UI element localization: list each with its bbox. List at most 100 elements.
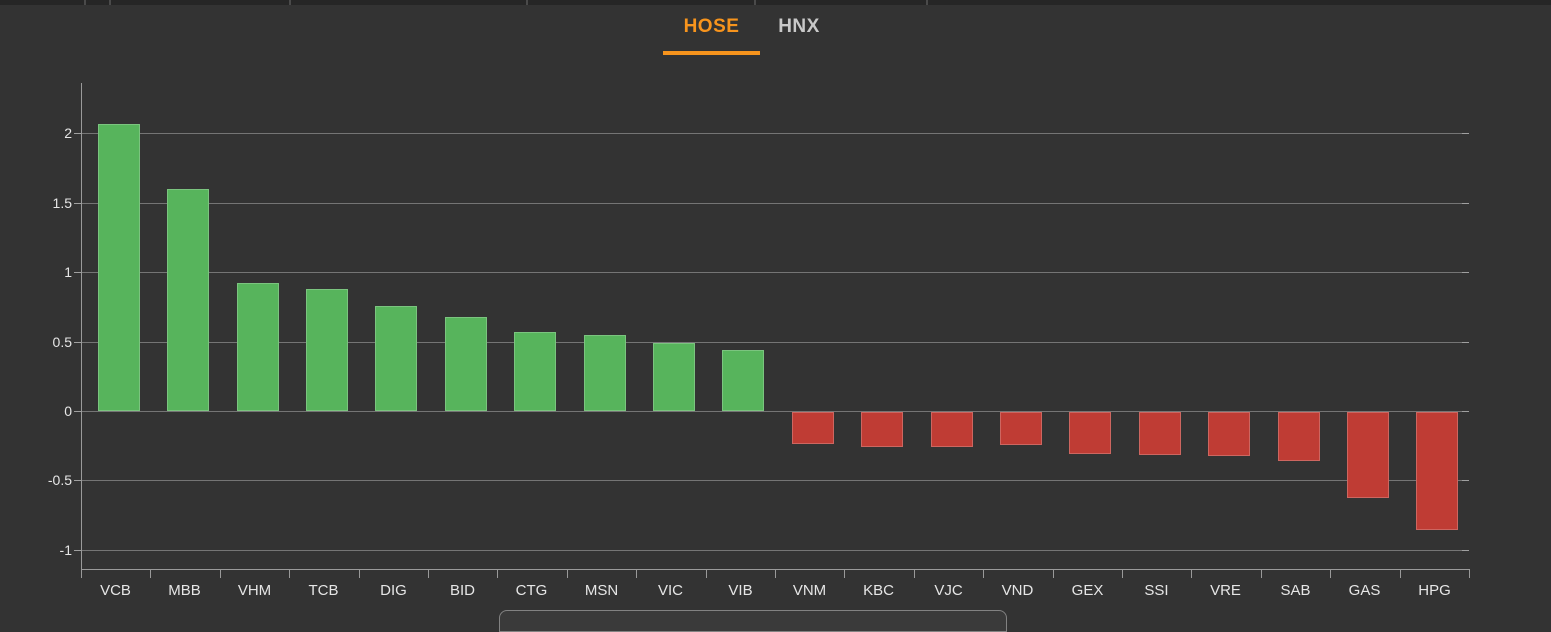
bar-dig[interactable] bbox=[375, 306, 417, 411]
x-axis-tick bbox=[81, 570, 82, 578]
y-axis-line bbox=[81, 83, 82, 570]
stock-change-bar-chart: 2 1.5 1 0.5 0 -0.5 -1 VCB MBB VHM TCB DIG BID CTG MSN V… bbox=[47, 83, 1470, 599]
x-axis-tick bbox=[1261, 570, 1262, 578]
x-axis-tick bbox=[289, 570, 290, 578]
panel-divider bbox=[926, 0, 928, 5]
y-axis-tick bbox=[74, 411, 81, 412]
x-axis-label-bid: BID bbox=[449, 582, 475, 599]
bar-gas[interactable] bbox=[1347, 412, 1389, 498]
x-axis-label-hpg: HPG bbox=[1418, 582, 1451, 599]
gridline--1 bbox=[81, 550, 1469, 551]
y-axis-tick-right bbox=[1462, 411, 1469, 412]
x-axis-tick bbox=[497, 570, 498, 578]
gridline-0 bbox=[81, 411, 1469, 412]
y-axis-label: 0 bbox=[64, 403, 72, 419]
bar-mbb[interactable] bbox=[167, 189, 209, 411]
bar-vhm[interactable] bbox=[237, 283, 279, 411]
gridline-0.5 bbox=[81, 342, 1469, 343]
x-axis-label-vnm: VNM bbox=[792, 582, 827, 599]
x-axis-label-vjc: VJC bbox=[934, 582, 963, 599]
x-axis-tick bbox=[1053, 570, 1054, 578]
x-axis-label-vhm: VHM bbox=[237, 582, 272, 599]
x-axis-tick bbox=[983, 570, 984, 578]
bar-vic[interactable] bbox=[653, 343, 695, 411]
y-axis-tick bbox=[74, 133, 81, 134]
y-axis-tick-right bbox=[1462, 203, 1469, 204]
panel-divider bbox=[526, 0, 528, 5]
y-axis-tick-right bbox=[1462, 133, 1469, 134]
panel-divider bbox=[84, 0, 86, 5]
y-axis-label: 0.5 bbox=[52, 334, 72, 350]
bar-vre[interactable] bbox=[1208, 412, 1250, 456]
x-axis-label-tcb: TCB bbox=[308, 582, 339, 599]
x-axis-tick bbox=[706, 570, 707, 578]
x-axis-label-gex: GEX bbox=[1071, 582, 1104, 599]
range-selector[interactable] bbox=[499, 610, 1007, 632]
y-axis-label: -0.5 bbox=[47, 472, 72, 488]
x-axis-tick bbox=[1469, 570, 1470, 578]
tab-hose[interactable]: HOSE bbox=[663, 16, 760, 55]
y-axis-tick-right bbox=[1462, 342, 1469, 343]
bar-kbc[interactable] bbox=[861, 412, 903, 447]
bar-sab[interactable] bbox=[1278, 412, 1320, 461]
bar-vcb[interactable] bbox=[98, 124, 140, 411]
gridline-2 bbox=[81, 133, 1469, 134]
x-axis-label-vcb: VCB bbox=[100, 582, 131, 599]
x-axis-label-vnd: VND bbox=[1001, 582, 1034, 599]
bar-hpg[interactable] bbox=[1416, 412, 1458, 530]
bar-tcb[interactable] bbox=[306, 289, 348, 411]
y-axis-tick-right bbox=[1462, 272, 1469, 273]
gridline--0.5 bbox=[81, 480, 1469, 481]
y-axis-tick bbox=[74, 550, 81, 551]
y-axis-tick-right bbox=[1462, 550, 1469, 551]
y-axis-label: 1 bbox=[64, 264, 72, 280]
x-axis-label-msn: MSN bbox=[584, 582, 619, 599]
bar-gex[interactable] bbox=[1069, 412, 1111, 454]
gridline-1 bbox=[81, 272, 1469, 273]
x-axis-tick bbox=[1330, 570, 1331, 578]
y-axis-tick-right bbox=[1462, 480, 1469, 481]
tab-hnx[interactable]: HNX bbox=[778, 16, 820, 37]
x-axis-tick bbox=[775, 570, 776, 578]
x-axis-label-ctg: CTG bbox=[515, 582, 548, 599]
x-axis-label-gas: GAS bbox=[1348, 582, 1381, 599]
bar-msn[interactable] bbox=[584, 335, 626, 411]
y-axis-tick bbox=[74, 342, 81, 343]
bar-vib[interactable] bbox=[722, 350, 764, 411]
x-axis-label-vre: VRE bbox=[1210, 582, 1241, 599]
x-axis-tick bbox=[1400, 570, 1401, 578]
x-axis-label-kbc: KBC bbox=[863, 582, 894, 599]
x-axis-label-dig: DIG bbox=[380, 582, 407, 599]
y-axis-label: 1.5 bbox=[52, 195, 72, 211]
y-axis-tick bbox=[74, 272, 81, 273]
x-axis-tick bbox=[359, 570, 360, 578]
x-axis-tick bbox=[1191, 570, 1192, 578]
x-axis-label-vic: VIC bbox=[657, 582, 683, 599]
y-axis-tick bbox=[74, 203, 81, 204]
x-axis-tick bbox=[1122, 570, 1123, 578]
x-axis-line bbox=[81, 569, 1470, 570]
bar-ctg[interactable] bbox=[514, 332, 556, 411]
y-axis-label: 2 bbox=[64, 125, 72, 141]
x-axis-tick bbox=[567, 570, 568, 578]
x-axis-tick bbox=[636, 570, 637, 578]
panel-divider bbox=[754, 0, 756, 5]
x-axis-label-sab: SAB bbox=[1280, 582, 1311, 599]
bar-vnd[interactable] bbox=[1000, 412, 1042, 445]
x-axis-label-ssi: SSI bbox=[1144, 582, 1169, 599]
panel-divider bbox=[109, 0, 111, 5]
x-axis-tick bbox=[844, 570, 845, 578]
x-axis-tick bbox=[150, 570, 151, 578]
bar-bid[interactable] bbox=[445, 317, 487, 411]
bar-vjc[interactable] bbox=[931, 412, 973, 447]
bar-ssi[interactable] bbox=[1139, 412, 1181, 455]
x-axis-label-vib: VIB bbox=[728, 582, 753, 599]
gridline-1.5 bbox=[81, 203, 1469, 204]
x-axis-tick bbox=[428, 570, 429, 578]
top-panel-edge bbox=[0, 0, 1551, 5]
x-axis-tick bbox=[914, 570, 915, 578]
y-axis-label: -1 bbox=[59, 542, 72, 558]
panel-divider bbox=[289, 0, 291, 5]
x-axis-tick bbox=[220, 570, 221, 578]
bar-vnm[interactable] bbox=[792, 412, 834, 444]
